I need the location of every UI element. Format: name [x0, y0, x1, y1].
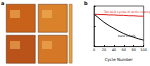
svg-text:bare LiCoO₂: bare LiCoO₂ — [118, 33, 136, 38]
svg-text:Cycle Number: Cycle Number — [105, 57, 134, 62]
svg-text:20: 20 — [102, 48, 106, 52]
svg-text:a: a — [1, 0, 4, 6]
svg-text:80: 80 — [131, 48, 135, 52]
svg-text:Ten ALD cycles of Al₂O₃ coatin: Ten ALD cycles of Al₂O₃ coating — [103, 10, 150, 14]
svg-text:0: 0 — [93, 48, 95, 52]
svg-text:40: 40 — [112, 48, 116, 52]
svg-text:100: 100 — [140, 48, 147, 52]
svg-text:b: b — [84, 0, 88, 6]
svg-text:60: 60 — [122, 48, 126, 52]
